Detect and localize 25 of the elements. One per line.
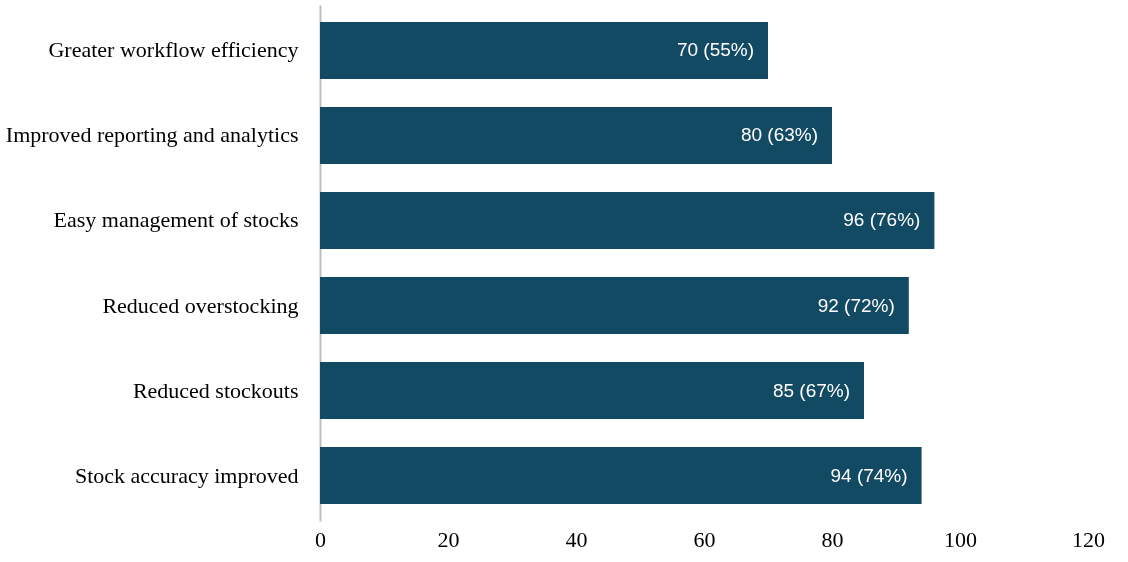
bar <box>320 447 922 504</box>
y-tick-label: Reduced overstocking <box>102 292 299 318</box>
x-tick-label: 20 <box>437 526 460 552</box>
x-tick-label: 60 <box>693 526 716 552</box>
x-tick-label: 80 <box>821 526 844 552</box>
data-label: 85 (67%) <box>772 379 850 401</box>
bar <box>320 22 768 79</box>
data-label: 94 (74%) <box>830 464 908 486</box>
bar <box>320 192 935 249</box>
data-label: 92 (72%) <box>817 294 895 316</box>
data-label: 96 (76%) <box>843 209 921 231</box>
x-tick-label: 0 <box>315 526 326 552</box>
data-label: 70 (55%) <box>676 39 754 61</box>
x-tick-label: 120 <box>1072 526 1105 552</box>
bar <box>320 362 864 419</box>
y-tick-label: Greater workflow efficiency <box>48 37 299 63</box>
y-tick-label: Improved reporting and analytics <box>5 122 299 148</box>
x-tick-label: 100 <box>944 526 977 552</box>
bar <box>320 277 909 334</box>
x-tick-label: 40 <box>565 526 588 552</box>
y-tick-label: Reduced stockouts <box>132 377 299 403</box>
bar <box>320 107 832 164</box>
y-tick-label: Easy management of stocks <box>53 207 299 233</box>
y-tick-label: Stock accuracy improved <box>74 462 299 488</box>
data-label: 80 (63%) <box>740 124 818 146</box>
